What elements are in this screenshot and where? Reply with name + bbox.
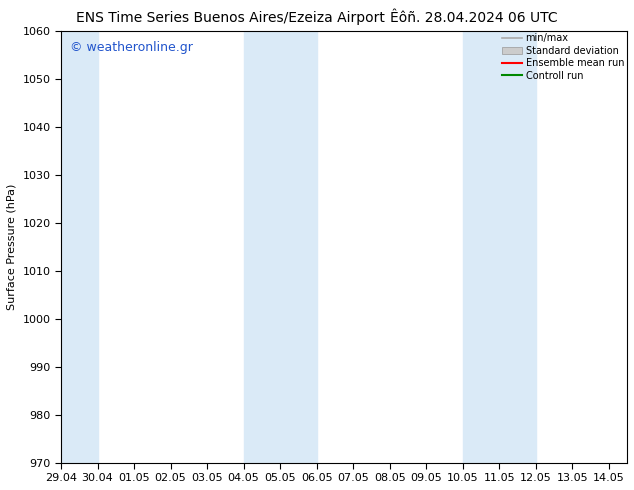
Bar	[61, 30, 98, 463]
Text: ENS Time Series Buenos Aires/Ezeiza Airport: ENS Time Series Buenos Aires/Ezeiza Airp…	[76, 11, 385, 25]
Bar	[243, 30, 316, 463]
Bar	[463, 30, 536, 463]
Text: Êôñ. 28.04.2024 06 UTC: Êôñ. 28.04.2024 06 UTC	[391, 11, 558, 25]
Legend: min/max, Standard deviation, Ensemble mean run, Controll run: min/max, Standard deviation, Ensemble me…	[502, 33, 624, 81]
Y-axis label: Surface Pressure (hPa): Surface Pressure (hPa)	[7, 183, 17, 310]
Text: © weatheronline.gr: © weatheronline.gr	[70, 41, 192, 54]
